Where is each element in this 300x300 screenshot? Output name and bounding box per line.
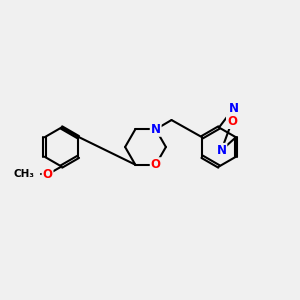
Text: O: O — [227, 115, 237, 128]
Text: N: N — [151, 123, 161, 136]
Text: N: N — [216, 144, 226, 157]
Text: N: N — [229, 102, 238, 115]
Text: O: O — [151, 158, 161, 171]
Text: CH₃: CH₃ — [14, 169, 34, 179]
Text: O: O — [43, 168, 52, 181]
